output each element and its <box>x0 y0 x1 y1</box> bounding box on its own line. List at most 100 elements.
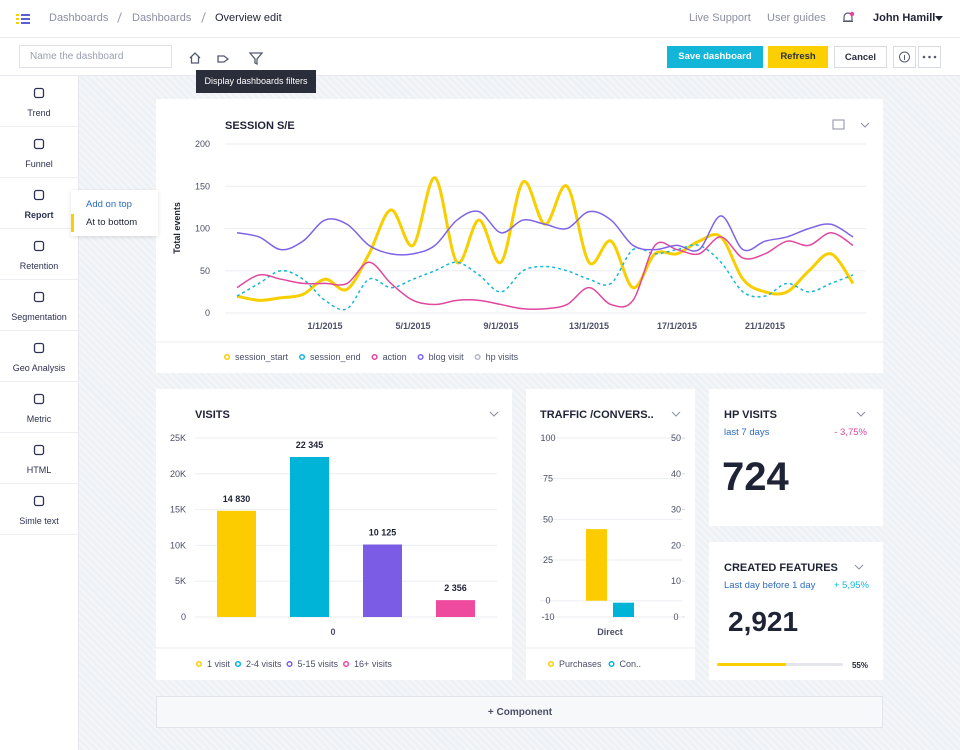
y2-tick-label: 20 <box>671 540 681 550</box>
user-name[interactable]: John Hamill <box>873 12 936 24</box>
chevron[interactable] <box>489 411 499 417</box>
sidebar-icon <box>33 240 45 252</box>
sidebar-item[interactable]: Metric <box>0 382 78 433</box>
legend-label: 1 visit <box>207 659 231 669</box>
chevron[interactable] <box>671 411 681 417</box>
legend-label: Con.. <box>620 659 642 669</box>
comment-icon[interactable] <box>832 119 845 130</box>
y-tick-label: 200 <box>195 139 210 149</box>
progress-label: 55% <box>852 661 868 670</box>
sidebar-item[interactable]: Trend <box>0 76 78 127</box>
menu-icon[interactable] <box>16 13 30 25</box>
sidebar-icon <box>33 342 45 354</box>
breadcrumb[interactable]: Dashboards <box>49 12 109 24</box>
refresh-button[interactable]: Refresh <box>768 46 828 68</box>
legend-marker <box>608 660 615 668</box>
chevron[interactable] <box>856 411 866 417</box>
y-tick-label: 50 <box>543 514 553 524</box>
sidebar-icon <box>33 291 45 303</box>
kpi-change: + 5,95% <box>834 580 870 591</box>
legend-label: 16+ visits <box>354 659 392 669</box>
value-label: 10 125 <box>369 528 397 538</box>
legend-marker <box>371 353 378 361</box>
kpi-value: 724 <box>722 455 789 499</box>
legend-marker <box>234 660 242 668</box>
kpi-value: 2,921 <box>728 606 798 637</box>
y-tick-label: 0 <box>205 308 210 318</box>
dropdown-item[interactable]: Add on top <box>86 199 132 210</box>
x-tick-label: 0 <box>330 627 335 637</box>
bar <box>290 457 329 617</box>
x-tick-label: 21/1/2015 <box>745 321 785 331</box>
add-component[interactable] <box>156 696 883 728</box>
legend-marker <box>223 353 231 361</box>
extra-buttons <box>893 46 941 68</box>
chevron[interactable] <box>860 122 870 128</box>
legend-label: action <box>383 352 407 362</box>
bell-icon[interactable] <box>841 11 855 25</box>
legend-marker <box>298 353 306 361</box>
kpi-title: CREATED FEATURES <box>724 562 838 574</box>
link[interactable]: User guides <box>767 12 826 24</box>
selection-bar <box>71 214 74 232</box>
caret <box>935 16 943 21</box>
x-tick-label: 9/1/2015 <box>483 321 518 331</box>
sidebar-item[interactable]: Simle text <box>0 484 78 535</box>
sidebar-label: Retention <box>19 261 59 271</box>
chart-title: SESSION S/E <box>225 120 295 132</box>
sidebar-icon <box>33 87 45 99</box>
tag-icon[interactable] <box>217 55 230 63</box>
toolbar-icons <box>189 52 264 66</box>
y2-tick-label: 40 <box>671 469 681 479</box>
card <box>709 542 883 680</box>
x-tick-label: Direct <box>597 627 623 637</box>
home-icon[interactable] <box>189 52 201 64</box>
y2-tick-label: 30 <box>671 505 681 515</box>
y-tick-label: 15K <box>170 505 186 515</box>
x-tick-label: 1/1/2015 <box>307 321 342 331</box>
y-tick-label: 25K <box>170 433 186 443</box>
sidebar-label: Geo Analysis <box>12 363 66 373</box>
filter-icon[interactable] <box>248 52 264 66</box>
bar <box>217 510 256 617</box>
sidebar-item[interactable]: Retention <box>0 229 78 280</box>
legend-marker <box>474 353 481 361</box>
y-tick-label: 100 <box>195 224 210 234</box>
cancel-button[interactable]: Cancel <box>834 46 887 68</box>
line-series <box>236 210 854 256</box>
x-tick-label: 13/1/2015 <box>569 321 609 331</box>
dropdown: Add on top At to bottom <box>71 190 158 236</box>
y-tick-label: 25 <box>543 555 553 565</box>
y2-tick-label: 10 <box>671 576 681 586</box>
breadcrumb[interactable]: Dashboards <box>132 12 192 24</box>
chevron[interactable] <box>854 564 864 570</box>
sidebar-icon <box>33 393 45 405</box>
link[interactable]: Live Support <box>689 12 751 24</box>
sidebar-item[interactable]: Geo Analysis <box>0 331 78 382</box>
card <box>156 99 883 373</box>
y-tick-label: 20K <box>170 469 186 479</box>
y-tick-label: -10 <box>541 612 554 622</box>
sidebar-item[interactable]: Segmentation <box>0 280 78 331</box>
sidebar-label: Simle text <box>19 516 59 526</box>
sidebar-label: Report <box>24 210 54 220</box>
kpi-change: - 3,75% <box>834 427 867 438</box>
save-button[interactable]: Save dashboard <box>667 46 763 68</box>
chart-title: TRAFFIC /CONVERS.. <box>540 409 654 421</box>
dropdown-item[interactable]: At to bottom <box>86 217 138 228</box>
bar <box>363 544 402 617</box>
value-label: 14 830 <box>223 494 251 504</box>
legend-marker <box>195 660 203 668</box>
sidebar-item[interactable]: Funnel <box>0 127 78 178</box>
y-tick-label: 5K <box>175 576 186 586</box>
bar <box>586 529 607 601</box>
sidebar-item[interactable]: Report <box>0 178 78 229</box>
name-input[interactable]: Name the dashboard <box>19 45 172 68</box>
sidebar-item[interactable]: HTML <box>0 433 78 484</box>
bar <box>436 600 475 617</box>
toolbar: Name the dashboard Save dashboard Refres… <box>0 38 960 76</box>
add-component-label[interactable]: + Component <box>488 707 553 718</box>
y-tick-label: 0 <box>545 596 550 606</box>
sidebar-label: HTML <box>26 465 52 475</box>
